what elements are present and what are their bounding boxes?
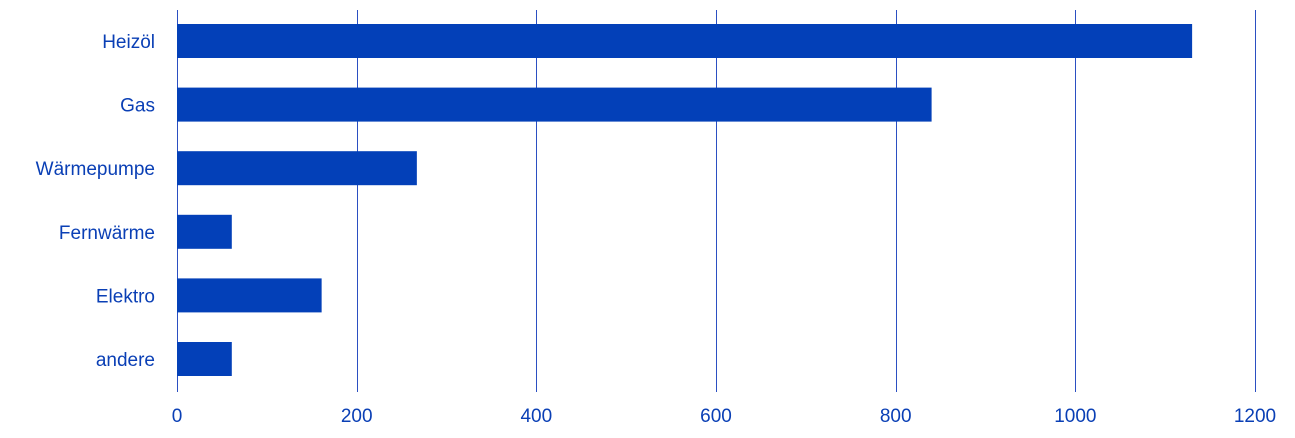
category-label: Elektro <box>96 286 155 307</box>
bar-2 <box>177 151 417 186</box>
category-label: Fernwärme <box>59 223 155 244</box>
x-axis-tick-labels: 0 200 400 600 800 1000 1200 <box>172 406 1276 427</box>
category-label: Gas <box>120 96 155 117</box>
x-tick-label: 200 <box>341 406 373 427</box>
bar-3 <box>177 214 232 249</box>
bar-4 <box>177 278 322 313</box>
x-tick-label: 800 <box>880 406 912 427</box>
bar-0 <box>177 24 1193 58</box>
x-tick-label: 400 <box>520 406 552 427</box>
x-tick-label: 1000 <box>1054 406 1096 427</box>
x-tick-label: 1200 <box>1234 406 1276 427</box>
bars <box>177 24 1193 376</box>
bar-5 <box>177 342 232 376</box>
bar-1 <box>177 87 932 122</box>
x-tick-label: 600 <box>700 406 732 427</box>
category-label: andere <box>96 350 155 371</box>
grid-lines <box>177 10 1256 392</box>
category-label: Heizöl <box>102 32 155 53</box>
category-labels: Heizöl Gas Wärmepumpe Fernwärme Elektro ander… <box>36 32 155 371</box>
category-label: Wärmepumpe <box>36 159 155 180</box>
x-tick-label: 0 <box>172 406 183 427</box>
